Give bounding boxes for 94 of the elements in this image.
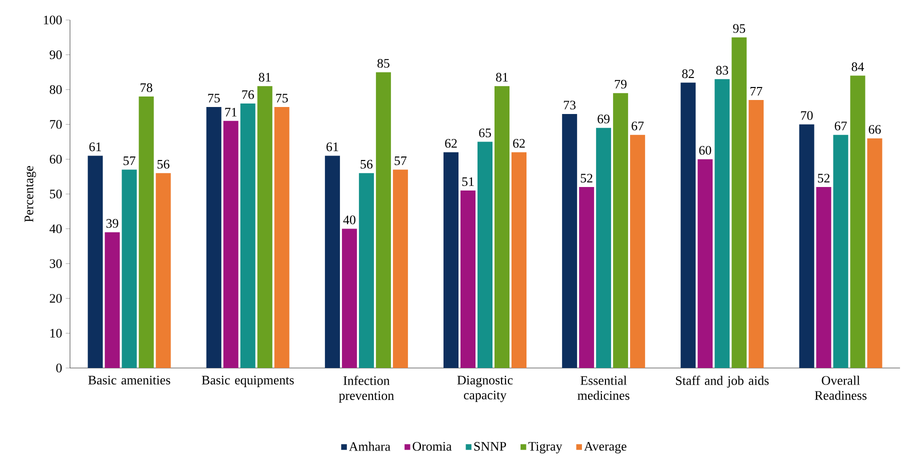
data-label: 66 — [868, 125, 881, 134]
y-tick-label: 70 — [50, 120, 62, 129]
data-label: 77 — [750, 87, 762, 96]
bar — [714, 79, 730, 368]
data-label: 56 — [158, 160, 170, 169]
bar — [698, 159, 713, 368]
x-tick-label: Basic equipments — [202, 376, 294, 388]
y-tick-label: 40 — [50, 224, 62, 234]
bar — [680, 82, 696, 368]
y-tick-label: 80 — [50, 85, 62, 94]
data-label: 61 — [89, 142, 101, 152]
bar — [799, 124, 814, 368]
bar — [358, 173, 374, 368]
y-tick-label: 20 — [50, 294, 62, 303]
data-label: 67 — [632, 122, 644, 130]
bar — [613, 93, 628, 368]
data-label: 62 — [513, 139, 525, 148]
data-label: 84 — [852, 62, 864, 72]
x-tick-label: Essential medicines — [578, 376, 630, 400]
data-label: 56 — [360, 160, 373, 169]
y-tick-label: 100 — [44, 16, 62, 24]
data-label: 67 — [834, 122, 847, 130]
y-tick-label: 90 — [50, 50, 62, 60]
bar — [342, 228, 357, 368]
legend-label: Oromia — [412, 442, 452, 451]
data-label: 75 — [208, 94, 220, 102]
data-label: 70 — [801, 111, 813, 120]
y-axis-title: Percentage — [24, 166, 36, 222]
bar — [156, 173, 171, 368]
data-label: 78 — [140, 83, 152, 92]
bar — [748, 100, 764, 368]
bar — [104, 232, 120, 368]
data-label: 39 — [106, 219, 118, 228]
data-label: 81 — [258, 72, 271, 82]
x-tick-label: Infection prevention — [338, 376, 394, 403]
bar — [512, 152, 527, 368]
x-tick-label: Diagnostic capacity — [457, 376, 513, 402]
legend-label: SNNP — [474, 442, 506, 451]
bar — [257, 86, 272, 368]
data-label: 69 — [598, 114, 610, 124]
y-tick-label: 30 — [50, 259, 62, 268]
y-tick-label: 60 — [50, 154, 62, 164]
data-label: 52 — [818, 174, 830, 183]
data-label: 57 — [394, 156, 407, 166]
data-label: 62 — [445, 139, 457, 148]
data-label: 73 — [564, 100, 576, 110]
data-label: 57 — [124, 156, 136, 166]
data-label: 52 — [580, 174, 592, 183]
bar — [444, 152, 459, 368]
bar — [88, 156, 103, 368]
bar — [460, 190, 476, 368]
legend-label: Amhara — [348, 442, 390, 451]
bar — [494, 86, 510, 368]
bar — [240, 104, 256, 368]
bar — [138, 96, 154, 368]
bar — [630, 134, 646, 368]
data-label: 81 — [496, 72, 508, 82]
x-tick-label: Basic amenities — [88, 376, 170, 384]
data-label: 82 — [682, 69, 694, 78]
bar — [376, 72, 391, 368]
bar — [206, 106, 222, 368]
data-label: 83 — [716, 66, 728, 75]
data-label: 51 — [462, 177, 474, 186]
data-label: 71 — [225, 108, 237, 116]
y-tick-label: 10 — [50, 328, 62, 338]
bar — [223, 120, 238, 368]
bar — [478, 142, 493, 368]
y-tick-label: 0 — [56, 364, 62, 372]
data-label: 40 — [343, 216, 356, 224]
legend-label: Tigray — [528, 442, 562, 454]
data-label: 76 — [242, 90, 254, 99]
x-tick-label: Overall Readiness — [814, 376, 867, 400]
data-label: 75 — [276, 94, 288, 102]
bar — [274, 106, 290, 368]
data-label: 61 — [326, 142, 338, 152]
data-label: 79 — [614, 80, 627, 89]
bar — [867, 138, 882, 368]
data-label: 85 — [377, 58, 390, 68]
bar — [324, 156, 340, 368]
bar — [392, 170, 408, 368]
bar — [833, 134, 848, 368]
data-label: 95 — [733, 24, 746, 33]
legend-label: Average — [584, 442, 626, 454]
x-tick-label: Staff and job aids — [676, 376, 769, 388]
data-label: 60 — [699, 146, 712, 155]
bar — [850, 76, 866, 368]
bar — [579, 187, 594, 368]
bar — [732, 37, 747, 368]
y-tick-label: 50 — [50, 190, 62, 198]
bar — [562, 114, 578, 368]
bar — [816, 187, 832, 368]
bar — [122, 170, 137, 368]
data-label: 65 — [479, 128, 491, 138]
bar — [596, 128, 612, 368]
